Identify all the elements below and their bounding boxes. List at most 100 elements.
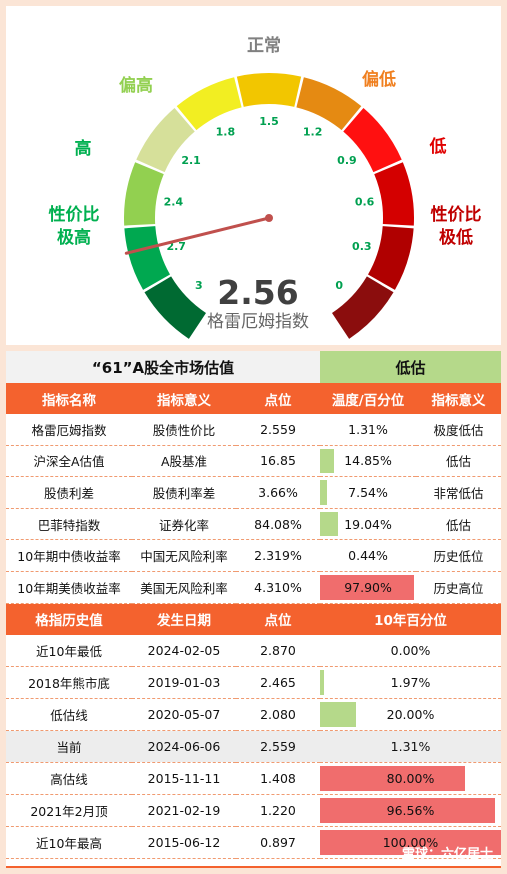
indicator-name: 沪深全A估值 xyxy=(6,445,132,478)
table-row: 当前 2024-06-06 2.559 1.31% xyxy=(6,730,501,763)
gauge-segment-1 xyxy=(124,226,170,290)
indicator-level: 非常低估 xyxy=(416,476,502,509)
gauge-segment-4 xyxy=(176,77,242,131)
table-row: 10年期中债收益率 中国无风险利率 2.319% 0.44% 历史低位 xyxy=(6,539,502,572)
table-row: 10年期美债收益率 美国无风险利率 4.310% 97.90% 历史高位 xyxy=(6,571,502,604)
market-header-cell: 点位 xyxy=(236,383,321,414)
indicator-percentile: 1.31% xyxy=(320,414,417,446)
percentile-value: 1.97% xyxy=(390,674,431,690)
indicator-level: 历史低位 xyxy=(416,539,502,572)
percentile-value: 96.56% xyxy=(386,803,435,819)
indicator-value: 16.85 xyxy=(236,445,321,478)
history-value: 2.870 xyxy=(236,634,320,667)
percentile-value: 1.31% xyxy=(390,738,431,754)
bottom-divider xyxy=(6,866,501,868)
history-date: 2015-06-12 xyxy=(132,826,236,860)
history-percentile: 20.00% xyxy=(320,698,501,731)
history-name: 2021年2月顶 xyxy=(6,794,132,828)
percentile-bar xyxy=(320,765,465,792)
indicator-value: 3.66% xyxy=(236,476,321,509)
history-percentile: 80.00% xyxy=(320,762,501,796)
history-value: 2.080 xyxy=(236,698,320,731)
table-row: 沪深全A估值 A股基准 16.85 14.85% 低估 xyxy=(6,445,502,478)
history-name: 近10年最低 xyxy=(6,634,132,667)
valuation-tables: “61”A股全市场估值 低估 指标名称 指标意义 点位 温度/百分位 指标意义 格雷厄姆… xyxy=(6,351,502,868)
gauge-tick-label: 0.9 xyxy=(337,154,357,167)
table-row: 2018年熊市底 2019-01-03 2.465 1.97% xyxy=(6,666,501,699)
gauge-segment-7 xyxy=(343,107,402,173)
percentile-bar xyxy=(320,830,501,856)
indicator-level: 低估 xyxy=(416,508,502,541)
gauge-segment-2 xyxy=(123,162,164,226)
indicator-meaning: 股债利率差 xyxy=(132,476,236,509)
table-row: 巴菲特指数 证券化率 84.08% 19.04% 低估 xyxy=(6,508,502,541)
valuation-gauge: 32.72.42.11.81.51.20.90.60.30 性价比极高高偏高正常… xyxy=(49,35,482,339)
history-name: 2018年熊市底 xyxy=(6,666,132,699)
history-name: 低估线 xyxy=(6,698,132,731)
indicator-percentile: 97.90% xyxy=(320,571,417,604)
indicator-name: 10年期美债收益率 xyxy=(6,571,132,604)
percentile-value: 7.54% xyxy=(348,484,388,500)
gauge-segment-0 xyxy=(144,276,206,339)
gauge-zone-label: 性价比极低 xyxy=(431,204,482,248)
percentile-bar xyxy=(320,701,357,727)
gauge-tick-label: 0.6 xyxy=(355,195,375,208)
indicator-meaning: 美国无风险利率 xyxy=(132,571,236,604)
history-header-cell: 点位 xyxy=(236,603,320,635)
history-value: 0.897 xyxy=(236,826,320,860)
gauge-needle xyxy=(124,216,271,255)
market-status: 低估 xyxy=(320,351,502,383)
history-date: 2024-02-05 xyxy=(132,634,236,667)
gauge-tick-label: 3 xyxy=(195,279,203,292)
market-header-cell: 温度/百分位 xyxy=(320,383,417,414)
gauge-zone-label: 高 xyxy=(75,138,92,159)
percentile-bar xyxy=(320,480,328,505)
history-date: 2024-06-06 xyxy=(132,730,236,763)
gauge-tick-label: 2.4 xyxy=(164,195,184,208)
history-value: 1.408 xyxy=(236,762,320,796)
indicator-name: 格雷厄姆指数 xyxy=(6,414,132,446)
indicator-percentile: 14.85% xyxy=(320,445,417,478)
gauge-zone-label: 偏高 xyxy=(119,75,153,96)
percentile-bar xyxy=(320,798,495,824)
indicator-meaning: 中国无风险利率 xyxy=(132,539,236,572)
table-row: 股债利差 股债利率差 3.66% 7.54% 非常低估 xyxy=(6,476,502,509)
history-date: 2020-05-07 xyxy=(132,698,236,731)
gauge-segment-10 xyxy=(332,276,394,339)
table-row: 近10年最高 2015-06-12 0.897 100.00% xyxy=(6,826,501,860)
gauge-segment-6 xyxy=(296,77,362,131)
gauge-segment-5 xyxy=(236,72,302,107)
table-row: 2021年2月顶 2021-02-19 1.220 96.56% xyxy=(6,794,501,828)
watermark: 雪球：六亿居士 xyxy=(401,847,493,862)
gauge-panel: 3 2.7 2.4 2.1 1.8 1.5 1.2 0.9 0.6 0.3 0 性价比极高高偏高 正常… xyxy=(6,6,501,345)
history-percentile: 100.00% xyxy=(320,826,501,860)
history-date: 2019-01-03 xyxy=(132,666,236,699)
gauge-tick-label: 2.1 xyxy=(181,154,201,167)
gauge-zone-label: 低 xyxy=(429,136,447,157)
indicator-level: 历史高位 xyxy=(416,571,502,604)
history-percentile: 0.00% xyxy=(320,634,501,667)
gauge-value: 2.56 xyxy=(217,273,298,312)
percentile-value: 1.31% xyxy=(348,421,388,437)
history-name: 当前 xyxy=(6,730,132,763)
history-header-cell: 格指历史值 xyxy=(6,603,132,635)
percentile-bar xyxy=(320,511,339,537)
gauge-tick-label: 1.5 xyxy=(259,115,279,128)
table-row: 低估线 2020-05-07 2.080 20.00% xyxy=(6,698,501,731)
gauge-tick-label: 1.8 xyxy=(216,125,236,138)
history-value: 1.220 xyxy=(236,794,320,828)
table-row: 近10年最低 2024-02-05 2.870 0.00% xyxy=(6,634,501,667)
market-valuation-table: “61”A股全市场估值 低估 指标名称 指标意义 点位 温度/百分位 指标意义 格雷厄姆… xyxy=(6,351,502,604)
market-header-cell: 指标名称 xyxy=(6,383,132,414)
indicator-percentile: 7.54% xyxy=(320,476,417,509)
indicator-level: 极度低估 xyxy=(416,414,502,446)
history-table: 格指历史值 发生日期 点位 10年百分位 近10年最低 2024-02-05 2.870 0… xyxy=(6,603,501,860)
gauge-zone-label: 性价比极高 xyxy=(49,204,100,248)
table-row: 高估线 2015-11-11 1.408 80.00% xyxy=(6,762,501,796)
percentile-bar xyxy=(320,669,324,695)
indicator-meaning: 股债性价比 xyxy=(132,414,236,446)
history-value: 2.465 xyxy=(236,666,320,699)
gauge-tick-label: 0.3 xyxy=(352,240,372,253)
percentile-value: 19.04% xyxy=(344,516,392,532)
percentile-value: 0.00% xyxy=(390,642,431,658)
